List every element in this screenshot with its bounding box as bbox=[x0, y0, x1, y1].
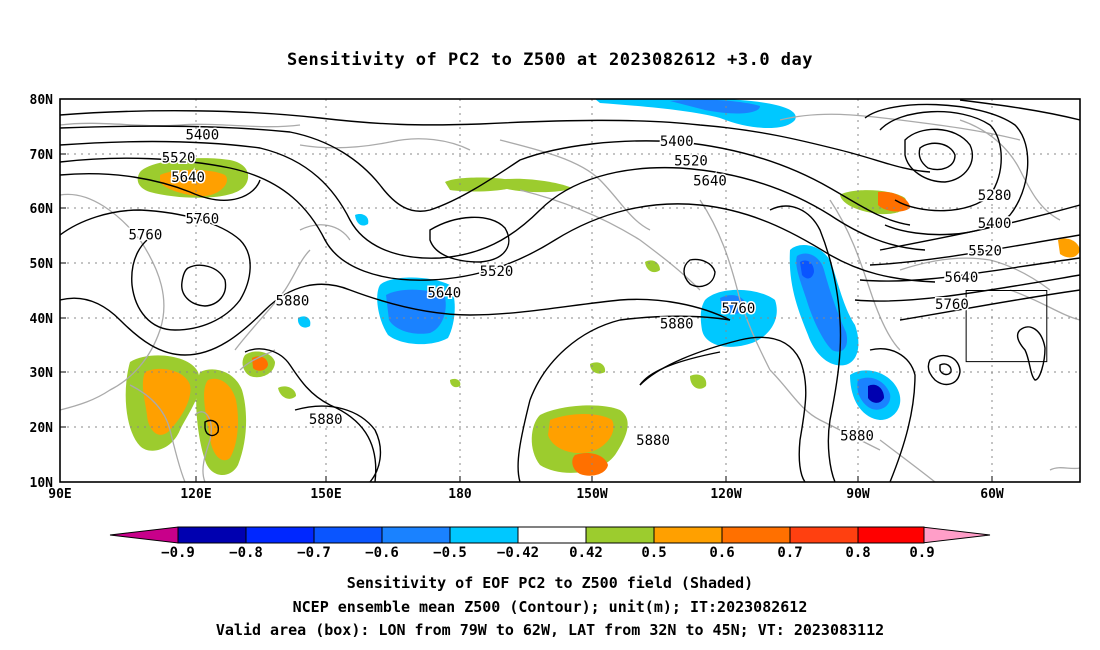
contour-label: 5400 bbox=[660, 134, 694, 150]
contour-label: 5760 bbox=[722, 301, 756, 317]
lat-label: 80N bbox=[30, 93, 54, 108]
lat-label: 20N bbox=[30, 421, 54, 436]
chart-title: Sensitivity of PC2 to Z500 at 2023082612… bbox=[286, 50, 813, 70]
colorbar-label: −0.7 bbox=[297, 545, 331, 561]
lon-label: 90W bbox=[846, 487, 870, 502]
colorbar-label: −0.5 bbox=[433, 545, 467, 561]
colorbar-label: −0.8 bbox=[229, 545, 263, 561]
colorbar-low-arrow bbox=[109, 526, 179, 544]
colorbar-label: 0.5 bbox=[641, 545, 666, 561]
contour-label: 5520 bbox=[968, 244, 1002, 260]
map-frame bbox=[59, 98, 1081, 483]
sensitivity-shading bbox=[125, 99, 1080, 476]
latitude-labels: 80N 70N 60N 50N 40N 30N 20N 10N bbox=[30, 93, 54, 491]
colorbar-segment bbox=[313, 526, 383, 544]
lat-label: 70N bbox=[30, 148, 54, 163]
contour-label: 5880 bbox=[636, 433, 670, 449]
caption-line-2: NCEP ensemble mean Z500 (Contour); unit(… bbox=[292, 598, 808, 616]
caption-line-1: Sensitivity of EOF PC2 to Z500 field (Sh… bbox=[346, 574, 754, 592]
z500-contours bbox=[60, 99, 1080, 482]
longitude-labels: 90E 120E 150E 180 150W 120W 90W 60W bbox=[48, 487, 1004, 502]
colorbar-segment bbox=[449, 526, 519, 544]
colorbar-high-arrow bbox=[921, 526, 991, 544]
lon-label: 90E bbox=[48, 487, 71, 502]
colorbar-segment bbox=[245, 526, 315, 544]
lat-label: 50N bbox=[30, 257, 54, 272]
colorbar-label: 0.42 bbox=[569, 545, 603, 561]
contour-label: 5880 bbox=[276, 293, 310, 309]
colorbar: −0.9 −0.8 −0.7 −0.6 −0.5 −0.42 0.42 0.5 … bbox=[109, 526, 991, 561]
contour-label: 5760 bbox=[935, 297, 969, 313]
contour-label: 5760 bbox=[129, 228, 163, 244]
lat-label: 40N bbox=[30, 312, 54, 327]
colorbar-segment bbox=[789, 526, 859, 544]
lat-label: 10N bbox=[30, 476, 54, 491]
lon-label: 120W bbox=[710, 487, 741, 502]
contour-label: 5280 bbox=[978, 188, 1012, 204]
contour-label: 5760 bbox=[185, 211, 219, 227]
contour-label: 5520 bbox=[674, 153, 708, 169]
colorbar-segment bbox=[381, 526, 451, 544]
contour-label: 5640 bbox=[945, 270, 979, 286]
lat-label: 30N bbox=[30, 366, 54, 381]
contour-label: 5880 bbox=[309, 412, 343, 428]
lon-label: 150E bbox=[310, 487, 341, 502]
colorbar-segment bbox=[721, 526, 791, 544]
contour-label: 5640 bbox=[693, 174, 727, 190]
colorbar-segment bbox=[177, 526, 247, 544]
colorbar-label: 0.6 bbox=[709, 545, 734, 561]
contour-label: 5520 bbox=[480, 264, 514, 280]
contour-label: 5520 bbox=[162, 151, 196, 167]
contour-label: 5400 bbox=[978, 216, 1012, 232]
colorbar-segment bbox=[585, 526, 655, 544]
contour-label: 5400 bbox=[185, 128, 219, 144]
colorbar-segment bbox=[857, 526, 925, 544]
lat-label: 60N bbox=[30, 202, 54, 217]
colorbar-label: −0.6 bbox=[365, 545, 399, 561]
colorbar-label: 0.9 bbox=[909, 545, 934, 561]
valid-area-box bbox=[965, 290, 1048, 363]
lon-label: 150W bbox=[576, 487, 607, 502]
contour-label: 5640 bbox=[171, 170, 205, 186]
colorbar-segment bbox=[517, 526, 587, 544]
contour-label: 5880 bbox=[840, 428, 874, 444]
coastlines bbox=[60, 113, 1080, 482]
colorbar-label: −0.9 bbox=[161, 545, 195, 561]
contour-label: 5640 bbox=[427, 286, 461, 302]
axis-ticks bbox=[60, 153, 993, 482]
colorbar-label: 0.8 bbox=[845, 545, 870, 561]
caption-line-3: Valid area (box): LON from 79W to 62W, L… bbox=[215, 621, 885, 639]
colorbar-segment bbox=[653, 526, 723, 544]
lon-label: 120E bbox=[180, 487, 211, 502]
contour-labels: 5400 5400 5520 5520 5640 5640 5760 5760 5280 5400… bbox=[127, 126, 1013, 450]
colorbar-label: 0.7 bbox=[777, 545, 802, 561]
lon-label: 60W bbox=[980, 487, 1004, 502]
contour-label: 5880 bbox=[660, 316, 694, 332]
lon-label: 180 bbox=[448, 487, 472, 502]
colorbar-label: −0.42 bbox=[497, 545, 539, 561]
